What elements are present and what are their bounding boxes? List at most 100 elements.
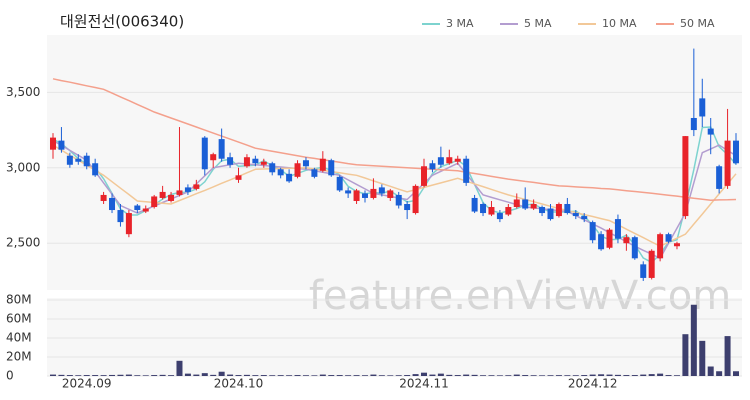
candle-body bbox=[184, 187, 191, 192]
volume-bar bbox=[134, 375, 141, 376]
x-tick-label: 2024.10 bbox=[214, 377, 264, 391]
candle-body bbox=[530, 203, 537, 209]
volume-bar bbox=[614, 374, 621, 376]
volume-bar bbox=[361, 375, 368, 376]
ma-line bbox=[52, 139, 737, 260]
volume-bar bbox=[437, 373, 444, 376]
candle-body bbox=[539, 207, 546, 214]
volume-bar bbox=[243, 374, 250, 376]
candle-body bbox=[724, 140, 731, 186]
legend-label: 50 MA bbox=[680, 17, 715, 30]
volume-bar bbox=[496, 375, 503, 376]
volume-bar bbox=[522, 375, 529, 376]
candle-body bbox=[294, 163, 301, 177]
volume-bar bbox=[193, 374, 200, 376]
volume-bar bbox=[109, 374, 116, 376]
volume-bar bbox=[227, 374, 234, 376]
candle-body bbox=[302, 160, 309, 167]
volume-bar bbox=[412, 374, 419, 376]
volume-bar bbox=[260, 375, 267, 376]
candle-body bbox=[505, 207, 512, 215]
candle-body bbox=[176, 190, 183, 195]
volume-bar bbox=[286, 375, 293, 376]
volume-bar bbox=[336, 375, 343, 376]
volume-bar bbox=[690, 304, 697, 376]
volume-bar bbox=[421, 372, 428, 376]
candle-body bbox=[125, 213, 132, 235]
volume-bar bbox=[66, 375, 73, 376]
volume-bar bbox=[58, 374, 65, 376]
volume-bar bbox=[446, 374, 453, 376]
volume-bar bbox=[471, 374, 478, 376]
volume-bar bbox=[235, 375, 242, 376]
candle-body bbox=[395, 194, 402, 206]
candle-body bbox=[707, 128, 714, 135]
volume-bar bbox=[429, 374, 436, 376]
volume-bar bbox=[151, 375, 158, 376]
candle-body bbox=[404, 203, 411, 211]
volume-bar bbox=[302, 375, 309, 376]
volume-bar bbox=[201, 373, 208, 376]
volume-bar bbox=[75, 375, 82, 376]
candle-body bbox=[218, 139, 225, 159]
candle-body bbox=[83, 155, 90, 167]
volume-bar bbox=[168, 375, 175, 376]
candle-body bbox=[260, 161, 267, 165]
candle-body bbox=[581, 216, 588, 220]
volume-bar bbox=[539, 375, 546, 376]
volume-bar bbox=[294, 375, 301, 376]
candle-body bbox=[657, 234, 664, 259]
volume-bar bbox=[673, 375, 680, 376]
volume-bar bbox=[699, 340, 706, 376]
volume-bar bbox=[589, 374, 596, 376]
volume-bar bbox=[657, 373, 664, 376]
legend-label: 3 MA bbox=[446, 17, 474, 30]
candle-body bbox=[201, 137, 208, 170]
candle-body bbox=[50, 137, 56, 150]
candle-body bbox=[235, 175, 242, 180]
volume-panel bbox=[47, 298, 742, 376]
candle-body bbox=[142, 208, 149, 212]
candle-body bbox=[606, 229, 613, 248]
chart-title: 대원전선(006340) bbox=[60, 13, 184, 31]
candle-body bbox=[387, 190, 394, 198]
candle-body bbox=[210, 154, 217, 161]
volume-bar bbox=[319, 374, 326, 376]
volume-bar bbox=[648, 374, 655, 376]
volume-bar bbox=[716, 371, 723, 376]
candle-body bbox=[227, 157, 234, 165]
volume-bar bbox=[395, 375, 402, 376]
volume-bar bbox=[530, 375, 537, 376]
volume-bar bbox=[269, 375, 276, 376]
candle-body bbox=[311, 169, 318, 177]
candle-body bbox=[66, 155, 73, 165]
candle-body bbox=[269, 163, 276, 173]
volume-bar bbox=[387, 375, 394, 376]
candle-body bbox=[277, 169, 284, 176]
volume-bar bbox=[640, 374, 647, 376]
candle-body bbox=[159, 191, 166, 198]
volume-bar bbox=[277, 375, 284, 376]
x-tick-label: 2024.09 bbox=[62, 377, 112, 391]
candle-body bbox=[328, 160, 335, 176]
watermark: feature.enViewV.com bbox=[309, 273, 731, 319]
candle-body bbox=[75, 158, 82, 162]
volume-bar bbox=[353, 375, 360, 376]
candle-body bbox=[429, 163, 436, 170]
candle-body bbox=[631, 237, 638, 259]
candle-body bbox=[522, 199, 529, 209]
y-tick-label: 3,000 bbox=[6, 160, 40, 174]
candle-body bbox=[690, 117, 697, 131]
y-tick-label: 60M bbox=[6, 312, 32, 326]
candle-body bbox=[117, 210, 124, 223]
candle-body bbox=[109, 197, 116, 211]
volume-bar bbox=[733, 371, 739, 376]
volume-bar bbox=[454, 375, 461, 376]
volume-bar bbox=[50, 374, 56, 376]
candle-body bbox=[446, 157, 453, 164]
candle-body bbox=[100, 194, 107, 201]
candle-body bbox=[92, 163, 99, 176]
candle-body bbox=[345, 190, 352, 194]
volume-bar bbox=[631, 375, 638, 376]
y-tick-label: 40M bbox=[6, 331, 32, 345]
